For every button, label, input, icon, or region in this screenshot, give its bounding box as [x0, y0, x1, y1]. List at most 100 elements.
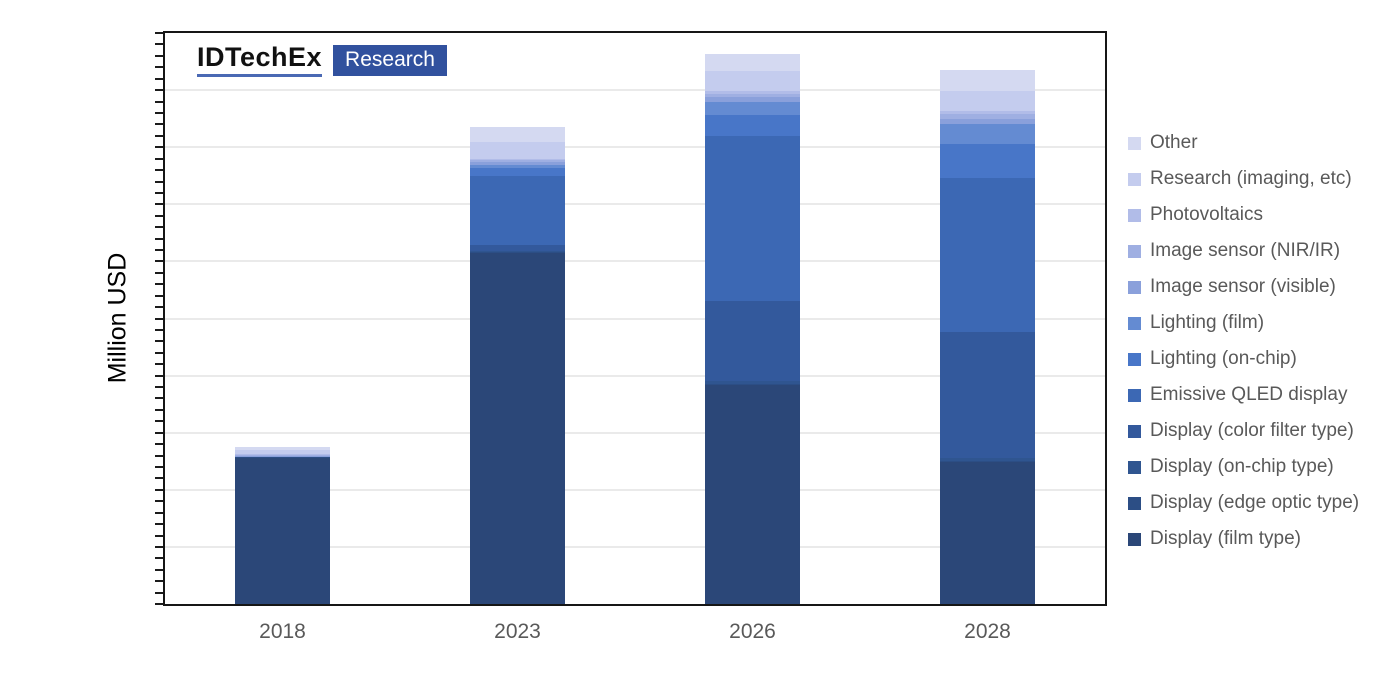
x-axis-label: 2023	[494, 620, 541, 643]
bar-segment	[235, 454, 330, 455]
y-axis-tick	[155, 100, 163, 103]
legend-item: Lighting (on-chip)	[1128, 348, 1359, 370]
y-axis-tick	[155, 317, 163, 320]
legend-item: Photovoltaics	[1128, 204, 1359, 226]
bar-segment	[470, 244, 565, 251]
bar-segment	[470, 251, 565, 253]
y-axis-tick	[155, 32, 163, 34]
y-axis-tick	[155, 420, 163, 423]
gridline	[165, 374, 1105, 377]
legend-item: Display (color filter type)	[1128, 420, 1359, 442]
bar-segment	[940, 110, 1035, 115]
y-axis-tick	[155, 523, 163, 526]
y-axis-tick	[155, 180, 163, 183]
legend-swatch	[1128, 496, 1141, 510]
bar-segment	[940, 114, 1035, 119]
legend-swatch	[1128, 352, 1141, 366]
bar-segment	[940, 118, 1035, 125]
idtechex-logo: IDTechEx Research	[197, 44, 447, 77]
y-axis-tick	[155, 603, 163, 605]
gridline	[165, 89, 1105, 92]
bar-segment	[940, 70, 1035, 91]
y-axis-tick	[155, 146, 163, 149]
legend-item: Display (film type)	[1128, 528, 1359, 550]
gridline	[165, 431, 1105, 434]
gridline	[165, 146, 1105, 149]
legend-label: Other	[1150, 132, 1198, 153]
bar-segment	[705, 384, 800, 604]
bar-segment	[940, 461, 1035, 604]
y-axis-tick	[155, 477, 163, 480]
y-axis-tick	[155, 488, 163, 491]
bar-segment	[470, 127, 565, 142]
bar-segment	[235, 455, 330, 457]
y-axis-tick	[155, 386, 163, 388]
y-axis-tick	[155, 134, 163, 137]
y-axis-tick	[155, 54, 163, 57]
y-axis-tick	[155, 271, 163, 274]
y-axis-tick	[155, 568, 163, 571]
legend-label: Emissive QLED display	[1150, 384, 1348, 405]
y-axis-tick	[155, 534, 163, 537]
bar-segment	[705, 93, 800, 97]
y-axis-tick	[155, 500, 163, 503]
y-axis-tick	[155, 431, 163, 434]
y-axis-tick	[155, 351, 163, 354]
bar-segment	[235, 447, 330, 450]
y-axis-title: Million USD	[103, 252, 132, 384]
y-axis-tick	[155, 454, 163, 457]
y-axis-tick	[155, 283, 163, 286]
idtechex-research-badge: Research	[333, 45, 447, 76]
y-axis-tick	[155, 111, 163, 114]
y-axis-tick	[155, 66, 163, 69]
legend-swatch	[1128, 208, 1141, 222]
y-axis-tick	[155, 169, 163, 171]
y-axis-tick	[155, 226, 163, 229]
legend-label: Research (imaging, etc)	[1150, 168, 1352, 189]
bar-segment	[470, 141, 565, 159]
bar-segment	[940, 457, 1035, 461]
y-axis-tick	[155, 408, 163, 411]
bar-segment	[705, 101, 800, 116]
legend-swatch	[1128, 172, 1141, 186]
y-axis-tick	[155, 466, 163, 468]
legend-swatch	[1128, 388, 1141, 402]
bar-segment	[705, 383, 800, 385]
bar-segment	[235, 449, 330, 455]
bar-segment	[705, 115, 800, 136]
bar-segment	[940, 90, 1035, 111]
y-axis-tick	[155, 43, 163, 46]
y-axis-tick	[155, 328, 163, 331]
x-axis-label: 2028	[964, 620, 1011, 643]
y-axis-tick	[155, 294, 163, 297]
bar-segment	[705, 301, 800, 382]
y-axis-tick	[155, 191, 163, 194]
bar-segment	[235, 456, 330, 459]
bar-segment	[235, 458, 330, 604]
legend-label: Image sensor (visible)	[1150, 276, 1336, 297]
y-axis-tick	[155, 443, 163, 446]
bar-segment	[940, 178, 1035, 333]
legend-label: Lighting (film)	[1150, 312, 1265, 333]
x-axis-label: 2026	[729, 620, 776, 643]
legend-swatch	[1128, 136, 1141, 150]
bar-segment	[705, 53, 800, 71]
y-axis-tick	[155, 545, 163, 548]
legend-label: Lighting (on-chip)	[1150, 348, 1297, 369]
legend-swatch	[1128, 316, 1141, 330]
bar-segment	[470, 252, 565, 604]
bar-segment	[705, 96, 800, 102]
y-axis-tick	[155, 306, 163, 309]
bar-segment	[470, 162, 565, 165]
legend-swatch	[1128, 460, 1141, 474]
gridline	[165, 317, 1105, 320]
y-axis-tick	[155, 591, 163, 594]
legend-label: Display (film type)	[1150, 528, 1301, 549]
bar-segment	[470, 164, 565, 168]
bar-segment	[705, 70, 800, 91]
legend-swatch	[1128, 424, 1141, 438]
legend-swatch	[1128, 532, 1141, 546]
gridline	[165, 488, 1105, 491]
legend-label: Display (on-chip type)	[1150, 456, 1334, 477]
